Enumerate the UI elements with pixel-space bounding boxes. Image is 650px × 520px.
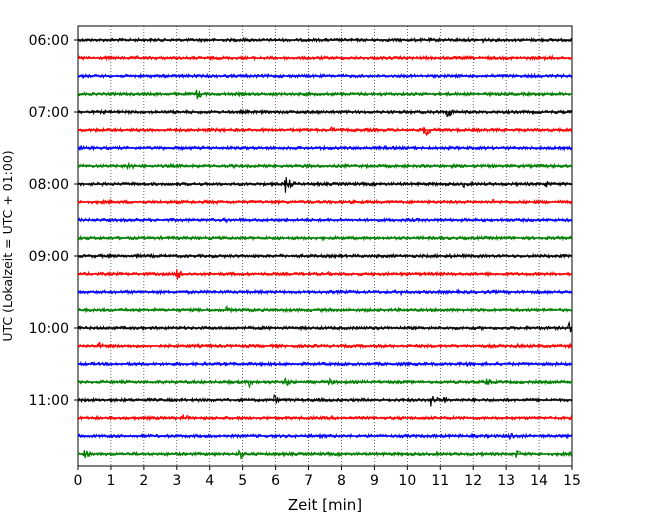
x-tick-label-6: 6 [271, 473, 280, 489]
x-tick-label-8: 8 [337, 473, 346, 489]
trace-09:45 [78, 305, 573, 314]
x-tick-label-15: 15 [563, 473, 581, 489]
x-axis-ticks: 0 1 2 3 4 5 6 7 8 9 10 11 12 13 14 15 [74, 466, 581, 489]
x-tick-label-14: 14 [530, 473, 548, 489]
x-tick-label-0: 0 [74, 473, 83, 489]
trace-11:00 [77, 393, 573, 407]
y-tick-label-09:00: 09:00 [29, 249, 69, 265]
trace-group [77, 36, 573, 460]
plot-frame [77, 25, 573, 467]
trace-11:15 [77, 414, 573, 422]
x-tick-label-10: 10 [398, 473, 416, 489]
grid-lines [110, 26, 540, 466]
trace-07:15 [77, 126, 573, 137]
y-tick-label-11:00: 11:00 [29, 393, 69, 409]
trace-10:45 [77, 376, 573, 390]
x-tick-label-9: 9 [370, 473, 379, 489]
y-tick-label-06:00: 06:00 [29, 33, 69, 49]
y-axis-ticks: 06:00 07:00 08:00 09:00 10:00 11:00 [29, 33, 78, 409]
x-tick-label-1: 1 [106, 473, 115, 489]
x-tick-label-12: 12 [464, 473, 482, 489]
y-tick-label-10:00: 10:00 [29, 321, 69, 337]
x-tick-label-13: 13 [497, 473, 515, 489]
trace-09:30 [77, 288, 573, 296]
x-axis-label: Zeit [min] [288, 496, 362, 514]
x-tick-label-11: 11 [431, 473, 449, 489]
x-tick-label-7: 7 [304, 473, 313, 489]
x-tick-label-3: 3 [172, 473, 181, 489]
x-tick-label-4: 4 [205, 473, 214, 489]
x-tick-label-2: 2 [139, 473, 148, 489]
y-tick-label-07:00: 07:00 [29, 105, 69, 121]
x-tick-label-5: 5 [238, 473, 247, 489]
y-tick-label-08:00: 08:00 [29, 177, 69, 193]
y-axis-label: UTC (Lokalzeit = UTC + 01:00) [0, 150, 15, 341]
trace-07:00 [77, 108, 573, 118]
trace-08:00 [77, 177, 573, 193]
